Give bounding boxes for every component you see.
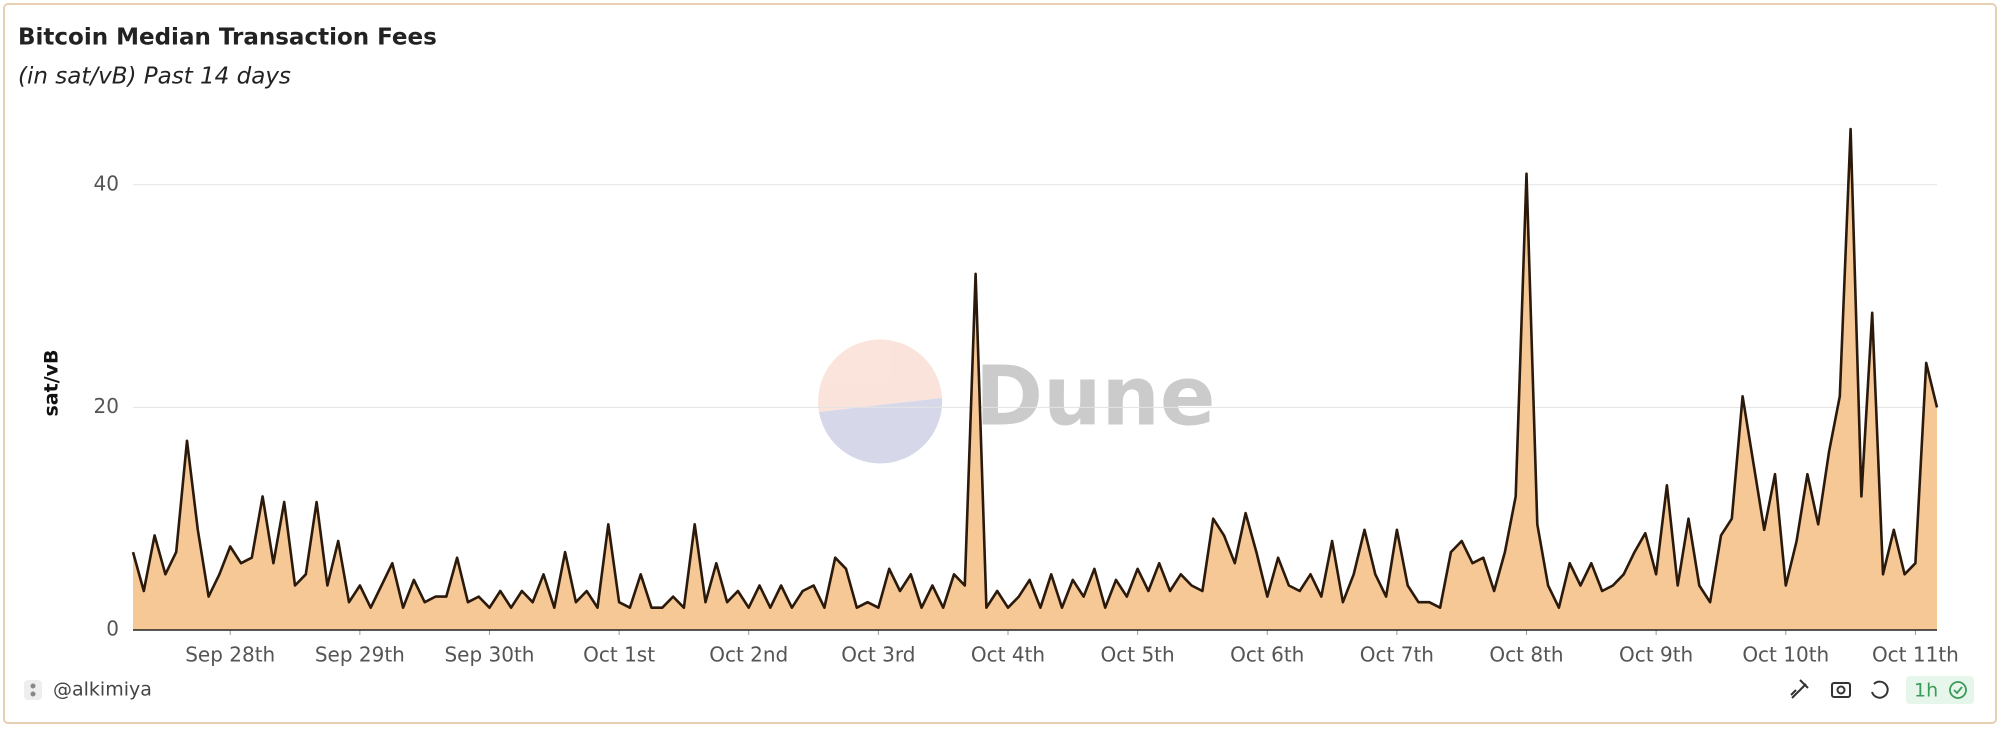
watermark-logo-bottom [819,398,943,464]
watermark-text: Dune [975,349,1215,444]
x-tick-label: Oct 6th [1230,643,1304,667]
y-tick-label: 40 [94,171,119,195]
watermark: Dune [818,339,1215,464]
x-tick-label: Oct 4th [971,643,1045,667]
chart-title: Bitcoin Median Transaction Fees [18,25,437,51]
x-tick-label: Oct 3rd [841,643,915,667]
author-icon [24,680,42,700]
screenshot-icon[interactable] [1831,682,1851,698]
status-icon [1949,681,1967,699]
x-tick-label: Oct 8th [1489,643,1563,667]
author-icon-dot [30,691,36,697]
x-tick-label: Sep 30th [444,643,534,667]
footer: @alkimiya 1h [24,676,1974,704]
area [133,129,1937,630]
refresh-interval: 1h [1914,680,1938,702]
chart-subtitle: (in sat/vB) Past 14 days [18,64,291,90]
author-icon-dot [30,683,36,689]
x-tick-label: Oct 11th [1872,643,1959,667]
author[interactable]: @alkimiya [53,679,152,701]
status-check [1953,686,1963,695]
x-tick-label: Oct 2nd [709,643,788,667]
y-tick-label: 20 [94,394,119,418]
y-tick-label: 0 [106,617,119,641]
line [131,127,1939,609]
x-tick-label: Oct 1st [583,643,655,667]
refresh-icon[interactable] [1871,680,1889,699]
plot: 0 20 40 Sep 28th Sep 29th Sep 30th Oct 1st Oct … [94,127,1959,667]
x-tick-label: Oct 9th [1619,643,1693,667]
x-tick-label: Sep 29th [315,643,405,667]
x-tick-label: Oct 7th [1360,643,1434,667]
card [3,3,1997,724]
x-tick-label: Oct 5th [1101,643,1175,667]
x-tick-label: Sep 28th [185,643,275,667]
watermark-logo-top [818,339,942,412]
embed-icon[interactable] [1790,679,1809,699]
screenshot-icon-lens [1836,685,1846,695]
x-tick-label: Oct 10th [1742,643,1829,667]
y-axis-label: sat/vB [41,349,63,416]
refresh-badge[interactable] [1906,676,1974,704]
